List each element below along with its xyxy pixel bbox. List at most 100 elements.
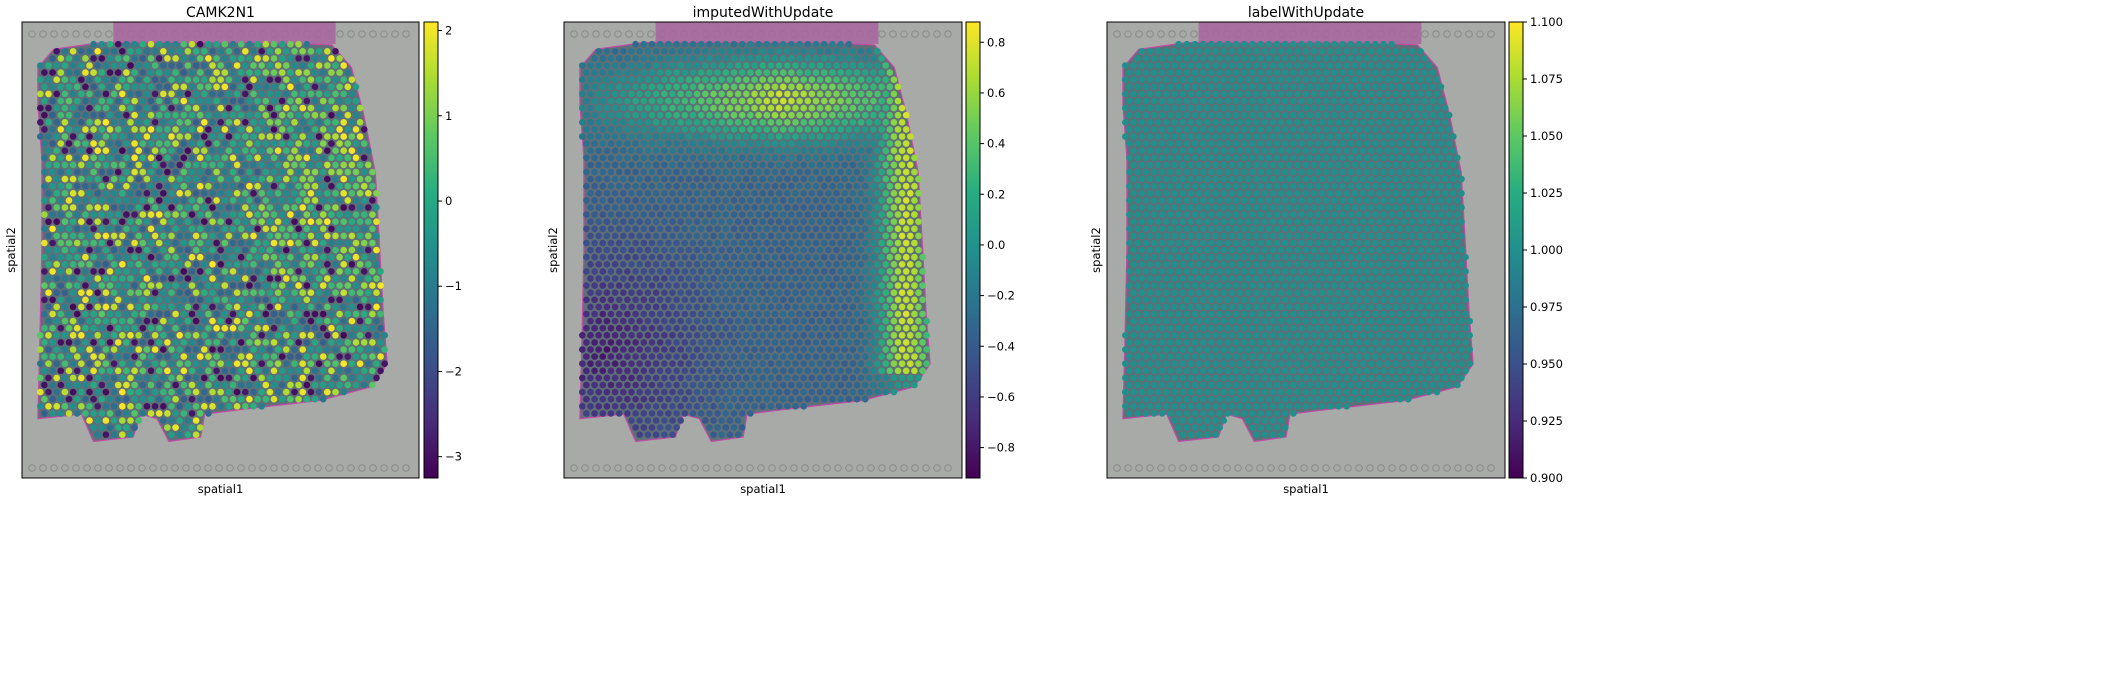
- spot: [94, 403, 101, 410]
- spot: [1269, 90, 1277, 98]
- spot: [915, 360, 922, 368]
- spot: [710, 246, 717, 254]
- spot: [788, 296, 795, 304]
- spot: [652, 76, 660, 83]
- spot: [652, 417, 660, 424]
- spot: [775, 48, 783, 55]
- spot: [237, 97, 245, 105]
- spot: [319, 353, 327, 360]
- spot: [734, 48, 742, 55]
- spot: [336, 168, 343, 176]
- spot: [168, 218, 175, 225]
- spot: [336, 282, 343, 289]
- spot: [266, 204, 274, 211]
- spot: [352, 225, 360, 233]
- spot: [209, 232, 216, 240]
- spot: [714, 168, 721, 176]
- spot: [377, 353, 384, 360]
- spot: [857, 76, 865, 83]
- spot: [738, 168, 746, 176]
- spot: [1409, 90, 1416, 98]
- spot: [164, 168, 171, 176]
- spot: [217, 218, 224, 225]
- spot: [328, 111, 335, 119]
- spot: [233, 161, 241, 169]
- spot: [603, 48, 611, 55]
- spot: [283, 232, 290, 240]
- spot: [168, 62, 175, 69]
- spot: [636, 317, 643, 325]
- spot: [849, 374, 857, 382]
- spot: [299, 90, 307, 98]
- spot: [788, 239, 795, 247]
- spot: [628, 204, 635, 211]
- spot: [620, 388, 627, 396]
- spot: [258, 317, 266, 325]
- spot: [283, 332, 290, 339]
- spot: [147, 111, 155, 119]
- spot: [784, 204, 791, 211]
- spot: [1224, 55, 1232, 62]
- spot: [250, 104, 257, 112]
- spot-layer: [37, 40, 389, 439]
- spot: [870, 225, 877, 233]
- spot: [94, 303, 101, 311]
- spot: [751, 161, 758, 169]
- spot: [229, 253, 237, 261]
- spot: [615, 239, 623, 247]
- spot: [911, 381, 918, 389]
- spot: [837, 395, 844, 403]
- spot: [599, 253, 607, 261]
- spot: [205, 239, 212, 247]
- spot: [78, 48, 85, 55]
- spot: [336, 111, 343, 119]
- spot: [246, 126, 253, 133]
- spot: [307, 175, 315, 183]
- spot: [689, 168, 697, 176]
- spot: [849, 289, 857, 297]
- spot: [1208, 126, 1215, 133]
- spot: [188, 140, 196, 147]
- spot: [348, 190, 356, 197]
- spot: [837, 168, 844, 176]
- spot: [135, 119, 142, 126]
- spot: [652, 90, 660, 98]
- fiducial-spot: [72, 464, 80, 472]
- spot: [168, 388, 175, 396]
- spot: [205, 310, 212, 318]
- spot: [1306, 69, 1314, 76]
- spot: [853, 197, 861, 204]
- spot: [1228, 48, 1236, 55]
- spot: [287, 225, 294, 233]
- spot: [1245, 119, 1252, 126]
- spot: [624, 381, 631, 389]
- spot: [336, 339, 343, 346]
- spot: [681, 282, 689, 289]
- spot: [192, 317, 200, 325]
- spot: [172, 55, 179, 62]
- spot: [800, 246, 807, 254]
- spot: [656, 197, 664, 204]
- spot: [127, 431, 134, 439]
- spot: [755, 168, 762, 176]
- spot: [307, 76, 315, 83]
- spot: [65, 310, 73, 318]
- spot: [636, 104, 643, 112]
- spot: [685, 48, 693, 55]
- spot: [340, 104, 348, 112]
- spot: [123, 83, 130, 91]
- spot: [911, 324, 918, 332]
- spot: [274, 332, 282, 339]
- spot: [759, 403, 766, 410]
- spot: [73, 211, 81, 218]
- fiducial-spot: [746, 464, 754, 472]
- spot: [615, 168, 623, 176]
- spot: [812, 239, 820, 247]
- spot: [135, 388, 142, 396]
- spot: [188, 182, 196, 190]
- spot: [1199, 97, 1207, 105]
- spot: [352, 381, 360, 389]
- spot: [784, 175, 791, 183]
- spot: [119, 190, 126, 197]
- spot: [710, 289, 717, 297]
